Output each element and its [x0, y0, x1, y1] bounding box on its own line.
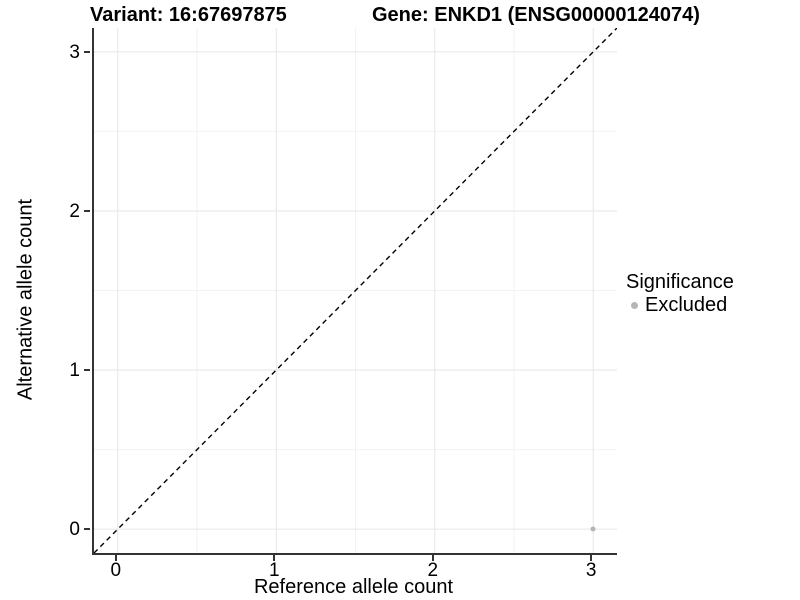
y-tick-label: 0 [69, 519, 80, 541]
legend-label: Excluded [645, 294, 728, 316]
legend-point-icon [631, 301, 638, 309]
plot-panel [92, 28, 617, 555]
x-tick-mark [590, 555, 593, 561]
y-tick-label: 3 [69, 41, 80, 63]
data-point-excluded [590, 526, 596, 532]
legend-title: Significance [626, 271, 734, 293]
x-tick-label: 0 [110, 560, 122, 581]
plot-canvas [94, 28, 617, 553]
y-tick-mark [84, 369, 90, 372]
y-tick-mark [84, 209, 90, 212]
plot-title-variant: Variant: 16:67697875 [90, 4, 287, 26]
x-tick-mark [114, 555, 117, 561]
identity-dashed-line [94, 28, 617, 553]
y-tick-label: 2 [69, 200, 80, 222]
x-tick-label: 3 [585, 560, 597, 581]
y-tick-label: 1 [69, 360, 80, 382]
x-tick-label: 2 [427, 560, 439, 581]
x-tick-mark [273, 555, 276, 561]
x-axis-title: Reference allele count [253, 576, 453, 598]
x-tick-mark [431, 555, 434, 561]
x-tick-label: 1 [268, 560, 280, 581]
y-tick-mark [84, 528, 90, 531]
legend-entry-excluded: Excluded [626, 294, 734, 316]
y-tick-mark [84, 50, 90, 53]
y-axis-title: Alternative allele count [14, 198, 37, 401]
legend-entries: Excluded [626, 294, 734, 316]
plot-title-gene: Gene: ENKD1 (ENSG00000124074) [372, 4, 700, 26]
legend: Significance Excluded [626, 271, 734, 316]
